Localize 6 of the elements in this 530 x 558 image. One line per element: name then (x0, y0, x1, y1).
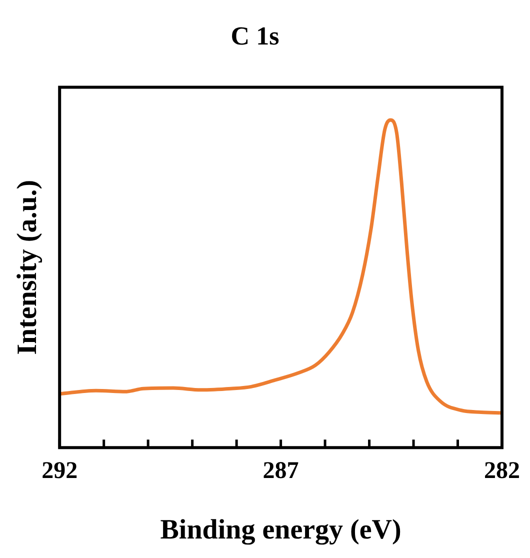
x-axis-title: Binding energy (eV) (160, 514, 402, 546)
x-tick-label: 292 (42, 458, 78, 484)
y-axis-title: Intensity (a.u.) (12, 180, 44, 355)
x-tick-label: 282 (484, 458, 520, 484)
x-tick-label: 287 (262, 458, 299, 484)
chart-title: C 1s (230, 21, 280, 50)
